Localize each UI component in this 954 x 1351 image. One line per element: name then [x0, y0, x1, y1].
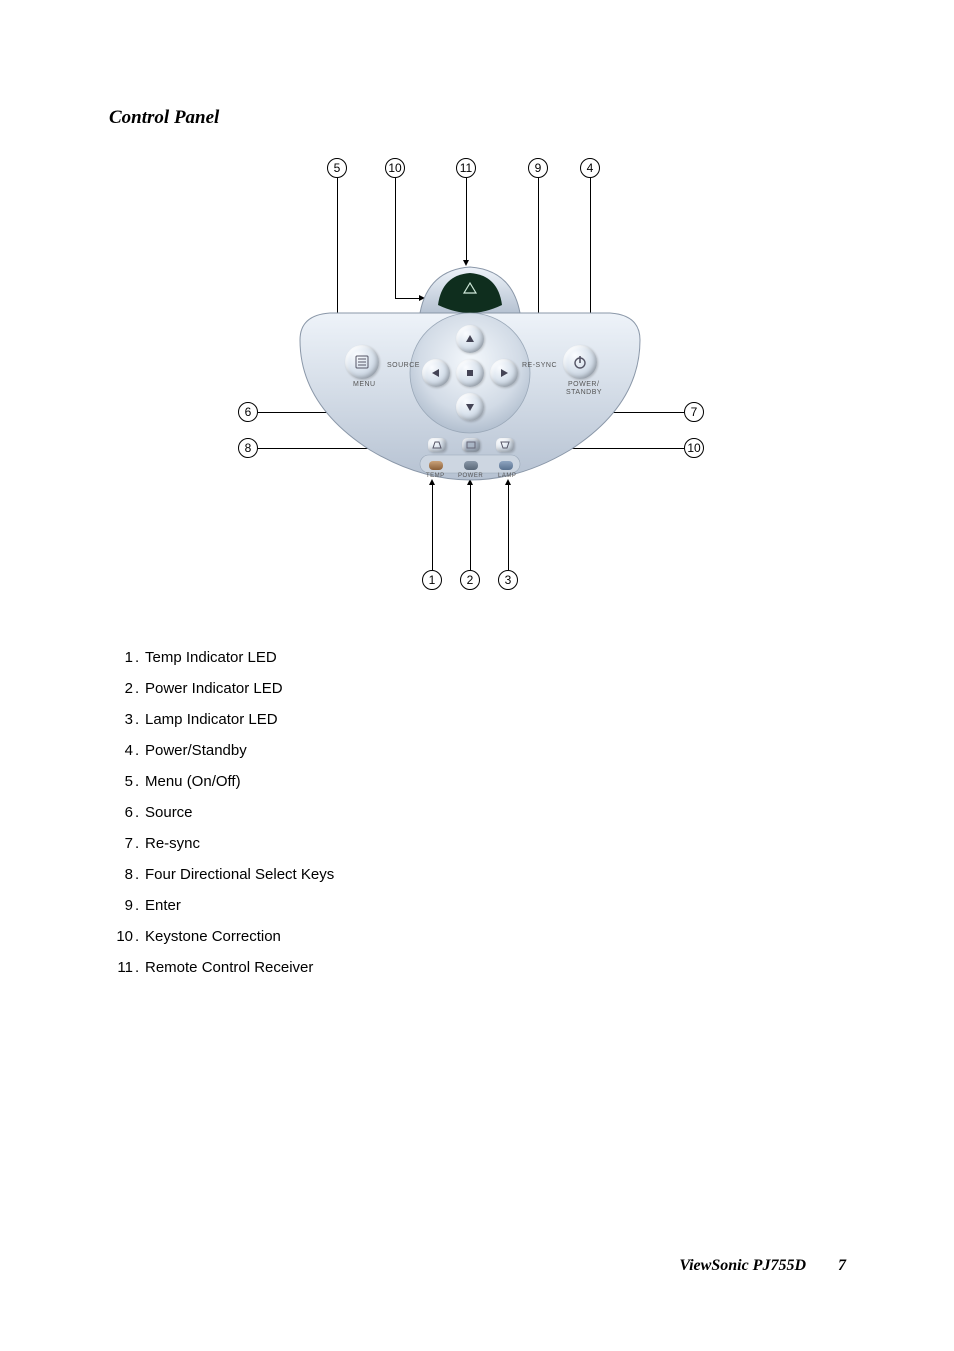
- callout-6: 6: [238, 402, 258, 422]
- power-led: [464, 461, 478, 470]
- callout-2: 2: [460, 570, 480, 590]
- down-button[interactable]: [456, 393, 484, 421]
- page: Control Panel 5 10 11 9 4 6 8 7: [0, 0, 954, 1351]
- callout-4: 4: [580, 158, 600, 178]
- list-item: 1.Temp Indicator LED: [111, 642, 334, 673]
- list-item: 7.Re-sync: [111, 828, 334, 859]
- list-item: 10.Keystone Correction: [111, 921, 334, 952]
- callout-10: 10: [385, 158, 405, 178]
- lamp-led: [499, 461, 513, 470]
- label-lamp: LAMP: [498, 473, 516, 479]
- footer-model: ViewSonic PJ755D: [679, 1257, 806, 1274]
- callout-11: 11: [456, 158, 476, 178]
- legend-list: 1.Temp Indicator LED 2.Power Indicator L…: [111, 642, 334, 983]
- right-button[interactable]: [490, 359, 518, 387]
- menu-button[interactable]: [345, 345, 379, 379]
- up-button[interactable]: [456, 325, 484, 353]
- page-footer: ViewSonic PJ755D 7: [679, 1257, 846, 1275]
- list-item: 5.Menu (On/Off): [111, 766, 334, 797]
- callout-8: 8: [238, 438, 258, 458]
- list-item: 11.Remote Control Receiver: [111, 952, 334, 983]
- label-power-led: POWER: [458, 473, 483, 479]
- label-menu: MENU: [353, 381, 376, 388]
- callout-1: 1: [422, 570, 442, 590]
- list-item: 8.Four Directional Select Keys: [111, 859, 334, 890]
- label-source: SOURCE: [387, 362, 420, 369]
- footer-page-number: 7: [838, 1257, 846, 1274]
- keystone-center-button[interactable]: [462, 438, 480, 452]
- keystone-plus-button[interactable]: [496, 438, 514, 452]
- list-item: 2.Power Indicator LED: [111, 673, 334, 704]
- control-panel-diagram: 5 10 11 9 4 6 8 7 10 1 2: [290, 150, 730, 610]
- label-standby: STANDBY: [566, 389, 602, 396]
- callout-9: 9: [528, 158, 548, 178]
- power-standby-button[interactable]: [563, 345, 597, 379]
- callout-5: 5: [327, 158, 347, 178]
- list-item: 3.Lamp Indicator LED: [111, 704, 334, 735]
- temp-led: [429, 461, 443, 470]
- callout-7: 7: [684, 402, 704, 422]
- list-item: 4.Power/Standby: [111, 735, 334, 766]
- enter-button[interactable]: [456, 359, 484, 387]
- label-power: POWER/: [568, 381, 599, 388]
- left-button[interactable]: [422, 359, 450, 387]
- label-resync: RE-SYNC: [522, 362, 557, 369]
- label-temp: TEMP: [426, 473, 445, 479]
- section-heading: Control Panel: [109, 107, 219, 129]
- keystone-minus-button[interactable]: [428, 438, 446, 452]
- callout-3: 3: [498, 570, 518, 590]
- list-item: 9.Enter: [111, 890, 334, 921]
- list-item: 6.Source: [111, 797, 334, 828]
- callout-10b: 10: [684, 438, 704, 458]
